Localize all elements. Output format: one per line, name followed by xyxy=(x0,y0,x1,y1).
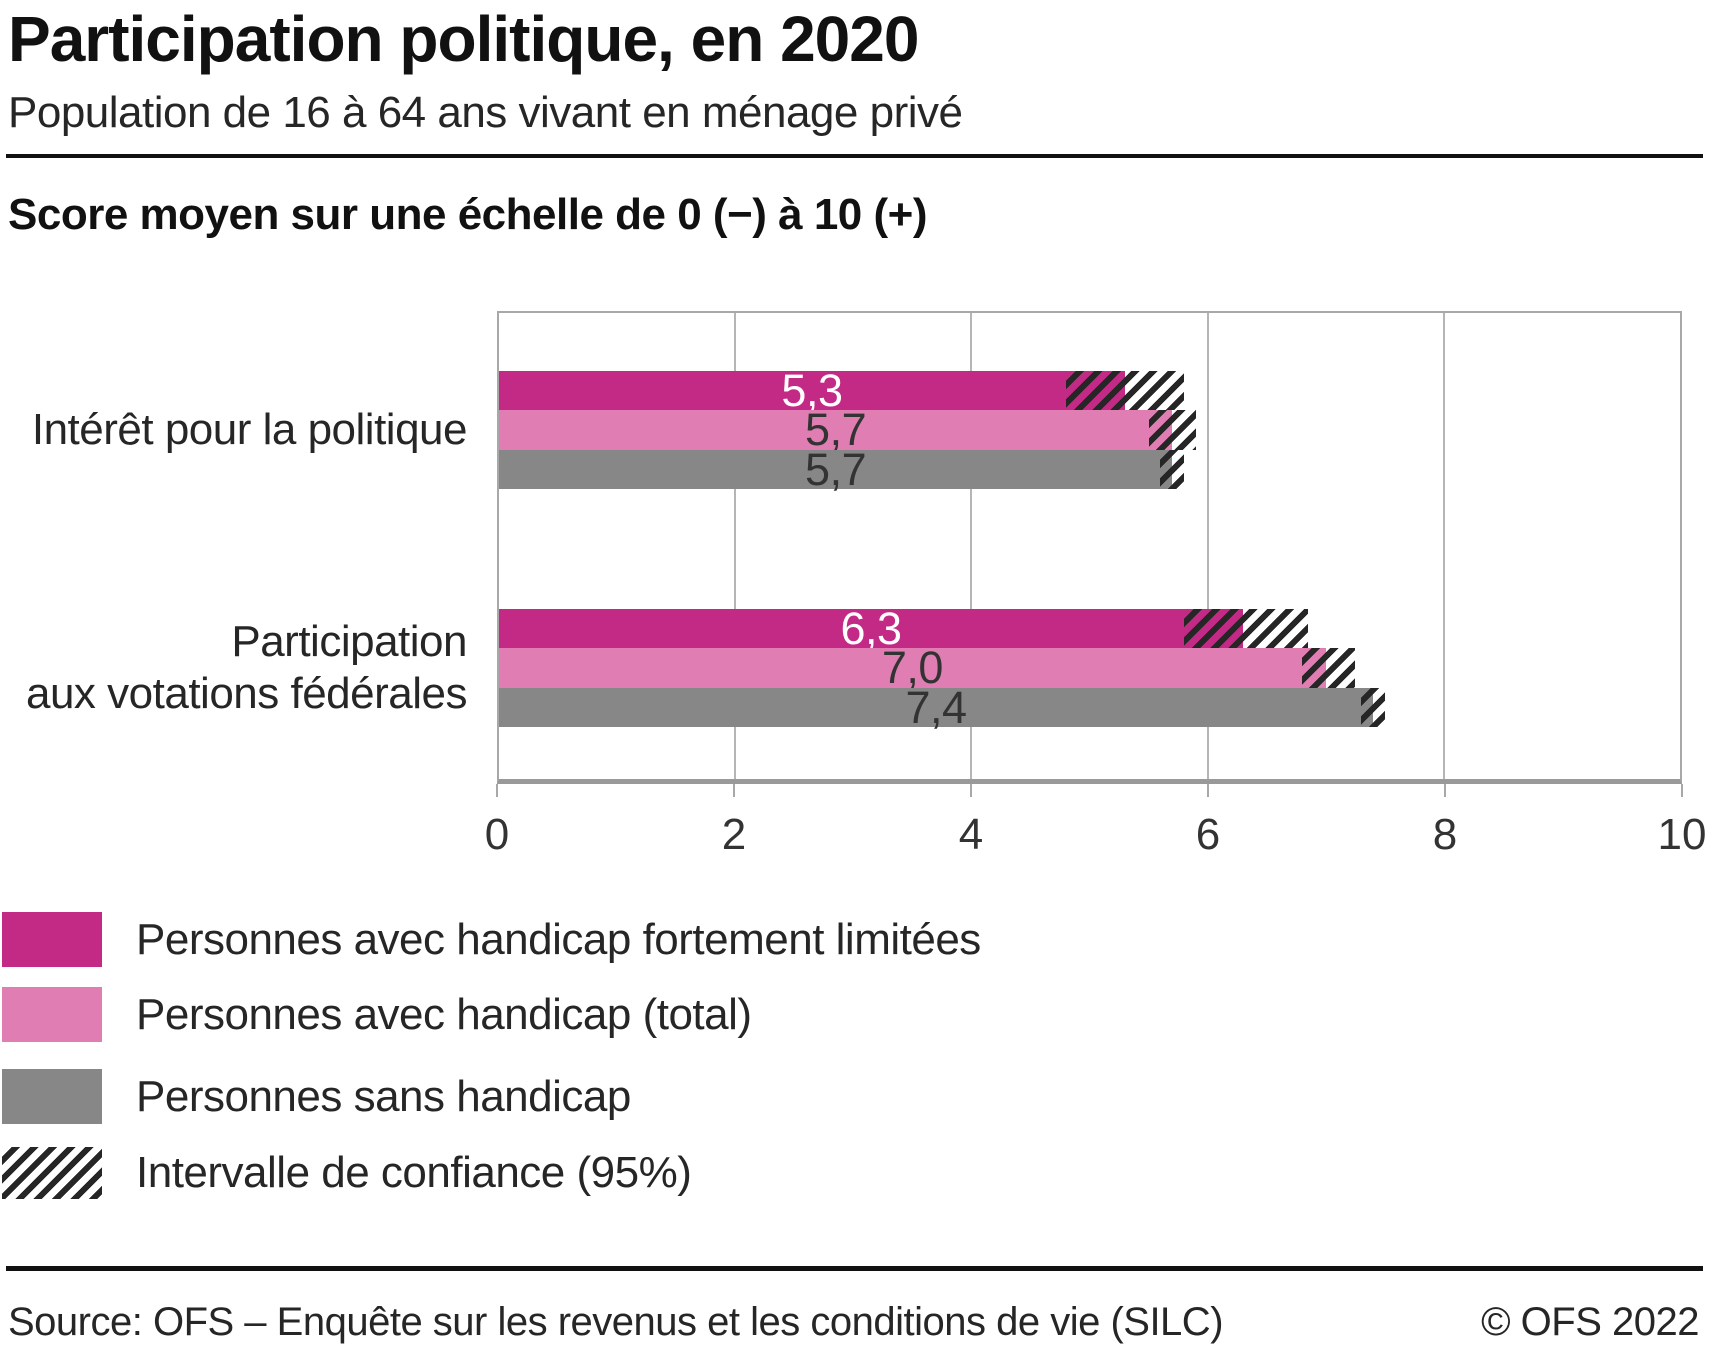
legend-item-3: Personnes sans handicap xyxy=(2,1069,1102,1124)
bar-cat2-series1: 6,3 xyxy=(499,602,1244,654)
bar-cat2-series2: 7,0 xyxy=(499,642,1326,694)
bar-cat2-series3: 7,4 xyxy=(499,681,1373,733)
confidence-interval xyxy=(1361,687,1385,728)
tick-mark-0 xyxy=(496,784,498,797)
legend-item-4: Intervalle de confiance (95%) xyxy=(2,1147,1102,1199)
tick-mark-8 xyxy=(1444,784,1446,797)
bar-value-label: 7,4 xyxy=(905,681,967,733)
legend-label: Intervalle de confiance (95%) xyxy=(136,1148,692,1197)
confidence-interval xyxy=(1183,609,1308,649)
gridline-2 xyxy=(734,313,737,779)
tick-mark-6 xyxy=(1207,784,1209,797)
legend-label: Personnes avec handicap fortement limité… xyxy=(136,914,981,964)
bar-value-label: 5,7 xyxy=(805,443,867,495)
legend-swatch-confidence-interval xyxy=(2,1147,102,1199)
tick-label-10: 10 xyxy=(1657,810,1707,859)
source-note: Source: OFS – Enquête sur les revenus et… xyxy=(8,1300,1224,1344)
legend-label: Personnes sans handicap xyxy=(136,1071,631,1121)
legend-swatch xyxy=(2,1069,102,1124)
tick-mark-10 xyxy=(1681,784,1683,797)
tick-mark-4 xyxy=(970,784,972,797)
bottom-rule xyxy=(6,1266,1703,1271)
confidence-interval xyxy=(1148,410,1196,450)
tick-mark-2 xyxy=(733,784,735,797)
top-rule xyxy=(6,154,1703,158)
legend-swatch xyxy=(2,912,102,967)
gridline-6 xyxy=(1206,313,1209,779)
page-title: Participation politique, en 2020 xyxy=(8,3,919,75)
gridline-4 xyxy=(970,313,973,779)
category-labels: Intérêt pour la politique Participation a… xyxy=(0,311,470,784)
bar-cat1-series2: 5,7 xyxy=(499,404,1173,456)
bar-cat1-series3: 5,7 xyxy=(499,443,1173,495)
tick-label-2: 2 xyxy=(721,810,747,859)
tick-label-8: 8 xyxy=(1432,810,1458,859)
confidence-interval xyxy=(1302,648,1356,688)
confidence-interval xyxy=(1160,449,1184,490)
legend-item-2: Personnes avec handicap (total) xyxy=(2,987,1102,1042)
gridline-8 xyxy=(1442,313,1445,779)
category-label-1: Intérêt pour la politique xyxy=(31,405,468,455)
tick-label-0: 0 xyxy=(484,810,510,859)
page-subtitle: Population de 16 à 64 ans vivant en ména… xyxy=(8,88,963,137)
legend-swatch xyxy=(2,987,102,1042)
bar-value-label: 6,3 xyxy=(840,602,902,654)
category-label-2: Participation aux votations fédérales xyxy=(25,617,468,719)
legend-label: Personnes avec handicap (total) xyxy=(136,989,752,1039)
tick-label-4: 4 xyxy=(958,810,984,859)
scale-label: Score moyen sur une échelle de 0 (−) à 1… xyxy=(8,190,928,239)
copyright-note: © OFS 2022 xyxy=(1481,1300,1699,1344)
tick-label-6: 6 xyxy=(1195,810,1221,859)
bar-value-label: 7,0 xyxy=(881,642,944,694)
plot-area: 5,3 5,7 5,7 6,3 7,0 7,4 xyxy=(497,311,1682,784)
bar-cat1-series1: 5,3 xyxy=(499,364,1125,416)
x-axis: 0 2 4 6 8 10 xyxy=(485,784,1706,874)
bar-value-label: 5,7 xyxy=(805,404,867,456)
legend-item-1: Personnes avec handicap fortement limité… xyxy=(2,912,1102,967)
bar-value-label: 5,3 xyxy=(781,364,843,416)
confidence-interval xyxy=(1065,371,1184,411)
